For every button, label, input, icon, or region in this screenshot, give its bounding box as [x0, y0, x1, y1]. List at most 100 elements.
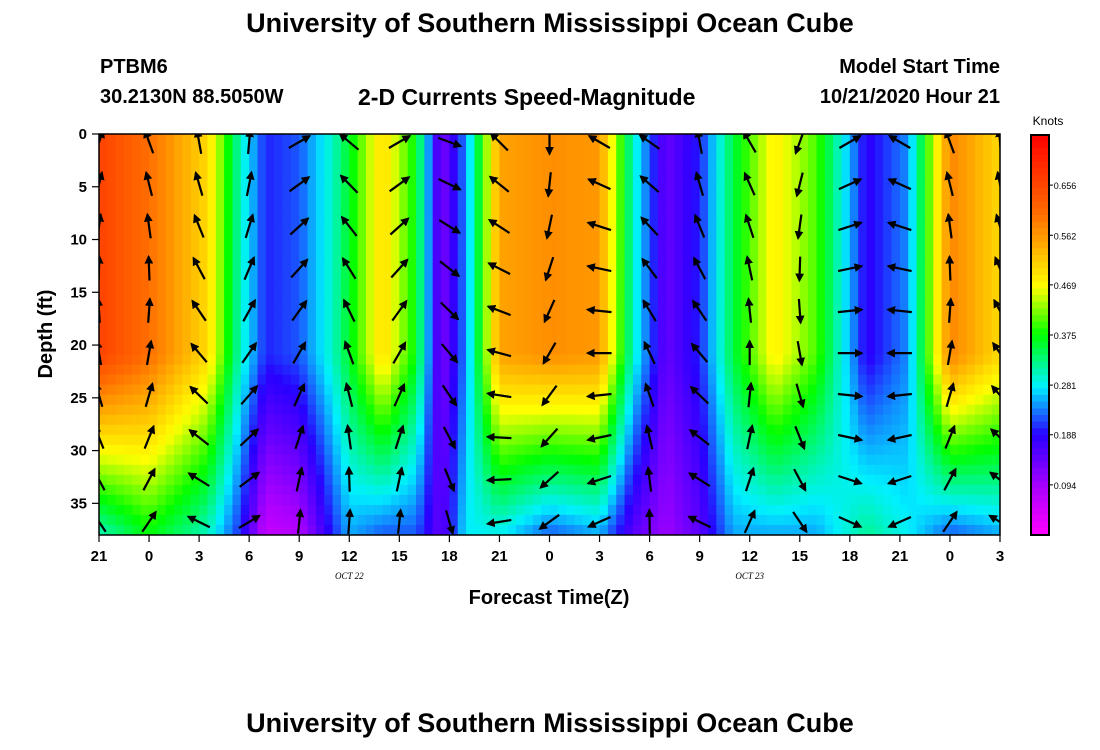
heatmap-cell [616, 214, 626, 225]
heatmap-cell [199, 454, 209, 466]
heatmap-cell [641, 394, 651, 406]
heatmap-cell [933, 434, 943, 446]
heatmap-cell [916, 224, 926, 235]
heatmap-cell [799, 194, 809, 205]
heatmap-cell [741, 454, 751, 466]
heatmap-cell [766, 504, 776, 516]
heatmap-cell [674, 274, 684, 285]
heatmap-cell [332, 184, 342, 195]
heatmap-cell [566, 274, 576, 285]
heatmap-cell [224, 434, 234, 446]
heatmap-cell [374, 254, 384, 265]
heatmap-cell [716, 324, 726, 336]
heatmap-cell [432, 484, 442, 496]
heatmap-cell [749, 344, 759, 356]
heatmap-cell [566, 484, 576, 496]
heatmap-cell [924, 314, 934, 326]
heatmap-cell [799, 364, 809, 376]
heatmap-cell [808, 394, 818, 406]
heatmap-cell [974, 264, 984, 275]
heatmap-cell [599, 474, 609, 486]
heatmap-cell [182, 454, 192, 466]
heatmap-cell [958, 164, 968, 175]
heatmap-cell [149, 354, 158, 366]
heatmap-cell [632, 344, 642, 356]
heatmap-cell [891, 414, 901, 426]
heatmap-cell [374, 274, 384, 285]
heatmap-cell [399, 454, 409, 466]
heatmap-cell [524, 164, 534, 175]
heatmap-cell [357, 184, 367, 195]
heatmap-cell [257, 424, 267, 436]
heatmap-cell [574, 174, 584, 185]
heatmap-cell [949, 444, 959, 456]
heatmap-cell [741, 324, 751, 336]
heatmap-cell [174, 274, 184, 285]
heatmap-cell [657, 244, 667, 255]
heatmap-cell [908, 394, 918, 406]
current-vector [742, 134, 757, 153]
heatmap-cell [833, 514, 843, 526]
heatmap-cell [983, 274, 993, 285]
heatmap-cell [541, 524, 551, 535]
heatmap-cell [741, 494, 751, 506]
heatmap-cell [599, 194, 609, 205]
heatmap-cell [215, 384, 225, 396]
heatmap-cell [866, 134, 876, 145]
heatmap-cell [799, 254, 809, 265]
heatmap-cell [758, 404, 767, 416]
heatmap-cell [315, 274, 325, 285]
heatmap-cell [357, 324, 367, 336]
heatmap-cell [883, 454, 893, 466]
heatmap-cell [407, 504, 417, 516]
heatmap-cell [941, 344, 951, 356]
heatmap-cell [824, 514, 834, 526]
heatmap-cell [557, 384, 567, 396]
heatmap-cell [991, 444, 1000, 456]
heatmap-cell [841, 204, 851, 215]
heatmap-cell [616, 404, 626, 416]
heatmap-cell [399, 314, 409, 326]
heatmap-cell [416, 244, 425, 255]
heatmap-cell [340, 454, 350, 466]
heatmap-cell [849, 344, 859, 356]
heatmap-cell [958, 194, 968, 205]
heatmap-cell [716, 284, 726, 296]
heatmap-cell [474, 514, 484, 526]
heatmap-cell [791, 254, 801, 265]
heatmap-cell [274, 164, 284, 175]
heatmap-cell [249, 524, 259, 535]
heatmap-cell [966, 394, 976, 406]
heatmap-cell [799, 434, 809, 446]
heatmap-cell [407, 194, 417, 205]
current-vector [395, 508, 405, 534]
heatmap-cell [107, 174, 117, 185]
heatmap-cell [99, 414, 108, 426]
heatmap-cell [382, 364, 392, 376]
heatmap-cell [616, 334, 626, 346]
heatmap-cell [215, 314, 225, 326]
heatmap-cell [349, 464, 359, 476]
heatmap-cell [891, 234, 901, 245]
heatmap-cell [624, 464, 634, 476]
heatmap-cell [574, 264, 584, 275]
heatmap-cell [282, 254, 292, 265]
heatmap-cell [324, 414, 334, 426]
heatmap-cell [908, 134, 918, 145]
heatmap-cell [499, 404, 509, 416]
heatmap-cell [699, 494, 709, 506]
heatmap-cell [390, 264, 400, 275]
heatmap-cell [407, 164, 417, 175]
heatmap-cell [165, 434, 175, 446]
heatmap-cell [582, 504, 592, 516]
heatmap-cell [232, 374, 242, 386]
heatmap-cell [691, 144, 701, 155]
heatmap-cell [149, 404, 158, 416]
heatmap-cell [824, 144, 834, 155]
heatmap-cell [974, 134, 984, 145]
heatmap-cell [733, 374, 742, 386]
heatmap-cell [766, 524, 776, 535]
heatmap-cell [791, 174, 801, 185]
heatmap-cell [507, 174, 517, 185]
heatmap-cell [132, 334, 142, 346]
